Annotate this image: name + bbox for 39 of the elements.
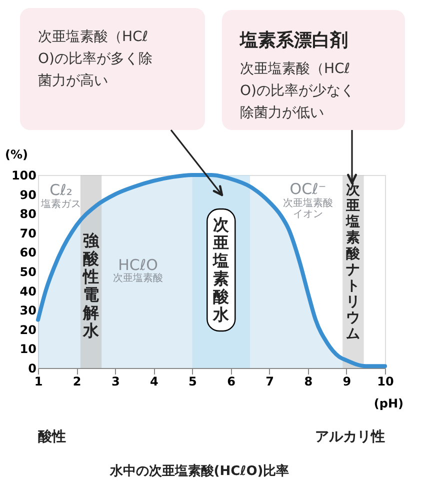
band-label: 次亜塩素酸水 <box>212 215 230 324</box>
annotation: Cℓ₂ <box>50 181 72 199</box>
y-tick-label: 20 <box>20 322 36 337</box>
x-tick-label: 9 <box>342 374 352 388</box>
x-tick-label: 2 <box>72 374 82 388</box>
text: 次亜塩素酸（HCℓO)の比率が少なく除菌力が低い <box>240 61 354 121</box>
text: 酸性 <box>38 429 66 445</box>
annotation: HCℓO <box>118 256 158 274</box>
y-tick-label: 60 <box>20 246 36 260</box>
y-tick-label: 50 <box>20 265 36 279</box>
x-tick-label: 7 <box>266 374 274 388</box>
y-tick-label: 30 <box>20 304 36 318</box>
x-axis-title: (pH) <box>374 396 404 410</box>
y-axis-title: (%) <box>5 148 28 162</box>
y-tick-label: 40 <box>20 284 36 298</box>
x-tick-label: 4 <box>150 374 158 388</box>
band-label: 強酸性電解水 <box>82 231 100 340</box>
x-tick-label: 10 <box>377 374 394 388</box>
text: 次亜塩素酸ナトリウム <box>346 182 360 342</box>
x-tick-label: 3 <box>111 374 120 388</box>
x-tick-label: 8 <box>304 374 313 388</box>
text: 次亜塩素酸（HCℓO)の比率が多く除菌力が高い <box>38 29 152 89</box>
x-tick-label: 1 <box>34 374 43 388</box>
y-tick-label: 90 <box>20 188 36 202</box>
text: 水中の次亜塩素酸(HCℓO)比率 <box>108 463 290 479</box>
y-tick-label: 80 <box>20 207 36 222</box>
text: 塩素系漂白剤 <box>239 30 348 51</box>
annotation: イオン <box>293 209 323 220</box>
text: アルカリ性 <box>315 429 385 445</box>
y-tick-label: 70 <box>20 226 36 240</box>
y-tick-label: 100 <box>11 168 36 182</box>
annotation: 塩素ガス <box>40 198 81 210</box>
x-tick-label: 5 <box>188 374 197 388</box>
annotation: OCℓ⁻ <box>290 180 326 198</box>
annotation: 次亜塩素酸 <box>113 272 163 284</box>
x-tick-label: 6 <box>227 374 236 388</box>
y-tick-label: 10 <box>20 342 36 356</box>
y-tick-label: 0 <box>28 362 36 376</box>
annotation: 次亜塩素酸 <box>283 197 333 209</box>
